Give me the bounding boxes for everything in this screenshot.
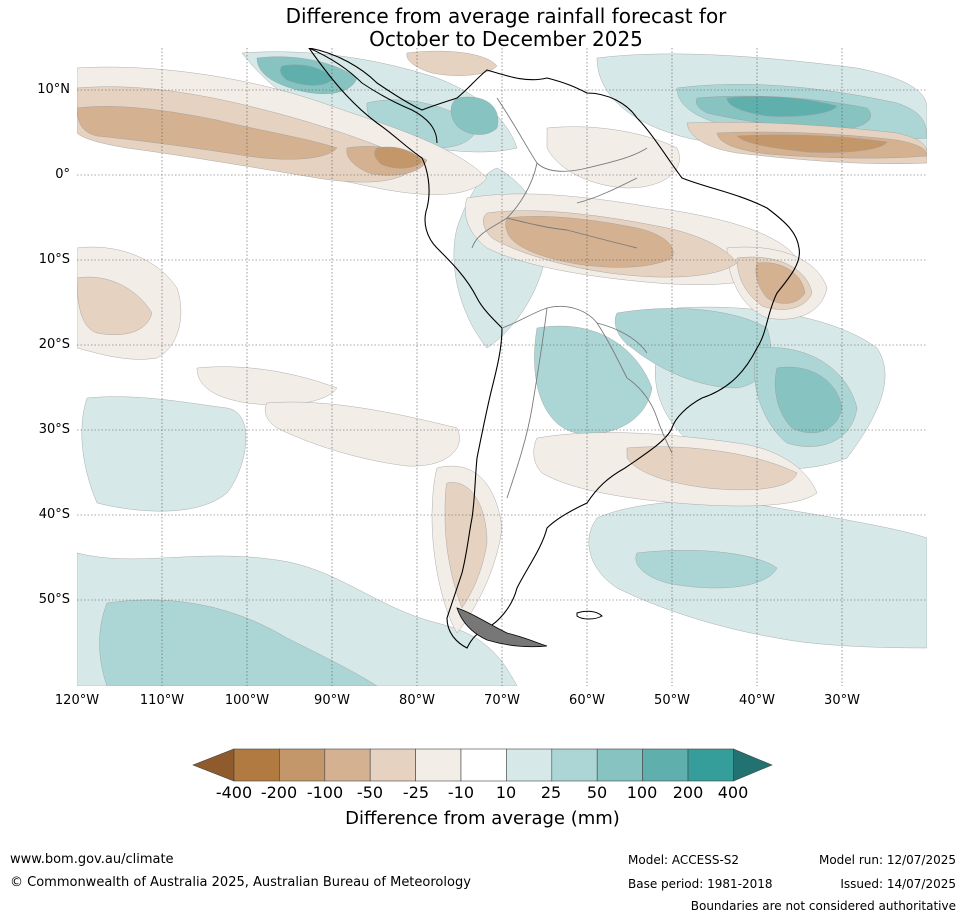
colorbar xyxy=(192,748,773,782)
colorbar-tick: -10 xyxy=(447,783,475,802)
lon-label-80w: 80°W xyxy=(399,693,435,708)
lon-label-30w: 30°W xyxy=(824,693,860,708)
lon-label-50w: 50°W xyxy=(654,693,690,708)
country-borders xyxy=(471,97,673,499)
colorbar-bin xyxy=(415,748,462,782)
colorbar-tick: -400 xyxy=(215,783,253,802)
rainfall-map xyxy=(77,48,927,686)
map-title-line2: October to December 2025 xyxy=(369,27,643,51)
lon-label-60w: 60°W xyxy=(569,693,605,708)
colorbar-bin xyxy=(279,748,326,782)
tierra-del-fuego xyxy=(456,607,548,648)
colorbar-tick: 25 xyxy=(540,783,562,802)
colorbar-tick: 100 xyxy=(626,783,658,802)
colorbar-bin xyxy=(233,748,280,782)
lat-label-30s: 30°S xyxy=(38,422,70,437)
lat-label-20s: 20°S xyxy=(38,337,70,352)
graticule xyxy=(77,48,927,686)
colorbar-bin xyxy=(551,748,598,782)
lon-label-40w: 40°W xyxy=(739,693,775,708)
colorbar-tick: -200 xyxy=(260,783,298,802)
south-america-coastline xyxy=(308,48,800,649)
colorbar-tick: 50 xyxy=(586,783,608,802)
lat-label-10s: 10°S xyxy=(38,252,70,267)
lon-label-100w: 100°W xyxy=(224,693,270,708)
colorbar-label: Difference from average (mm) xyxy=(345,808,620,829)
colorbar-bin xyxy=(596,748,643,782)
map-title-line1: Difference from average rainfall forecas… xyxy=(285,4,727,28)
colorbar-bin xyxy=(506,748,553,782)
colorbar-tick: -25 xyxy=(402,783,430,802)
model-name: Model: ACCESS-S2 xyxy=(628,853,740,867)
model-run-date: Model run: 12/07/2025 xyxy=(818,853,956,867)
colorbar-tick: -100 xyxy=(306,783,344,802)
lat-label-10n: 10°N xyxy=(37,82,70,97)
central-america-coastline xyxy=(308,48,438,144)
colorbar-bin xyxy=(460,748,507,782)
copyright-notice: © Commonwealth of Australia 2025, Austra… xyxy=(10,875,471,890)
colorbar-over-arrow xyxy=(733,748,773,782)
colorbar-bin xyxy=(369,748,416,782)
lon-label-90w: 90°W xyxy=(314,693,350,708)
lon-label-110w: 110°W xyxy=(139,693,185,708)
colorbar-tick: 200 xyxy=(672,783,704,802)
lon-label-120w: 120°W xyxy=(54,693,100,708)
base-period: Base period: 1981-2018 xyxy=(628,877,773,891)
falkland-islands xyxy=(576,610,603,620)
lat-label-0: 0° xyxy=(55,167,70,182)
rainfall-map-canvas xyxy=(77,48,927,686)
lat-label-50s: 50°S xyxy=(38,592,70,607)
colorbar-under-arrow xyxy=(192,748,235,782)
colorbar-tick: 400 xyxy=(717,783,749,802)
boundary-disclaimer: Boundaries are not considered authoritat… xyxy=(690,899,956,913)
lat-label-40s: 40°S xyxy=(38,507,70,522)
colorbar-tick: 10 xyxy=(495,783,517,802)
lon-label-70w: 70°W xyxy=(484,693,520,708)
colorbar-bin xyxy=(324,748,371,782)
issued-date: Issued: 14/07/2025 xyxy=(840,877,956,891)
colorbar-bin xyxy=(687,748,734,782)
colorbar-bin xyxy=(642,748,689,782)
colorbar-tick: -50 xyxy=(356,783,384,802)
bom-climate-url: www.bom.gov.au/climate xyxy=(10,852,174,867)
anomaly-shading xyxy=(77,50,927,686)
